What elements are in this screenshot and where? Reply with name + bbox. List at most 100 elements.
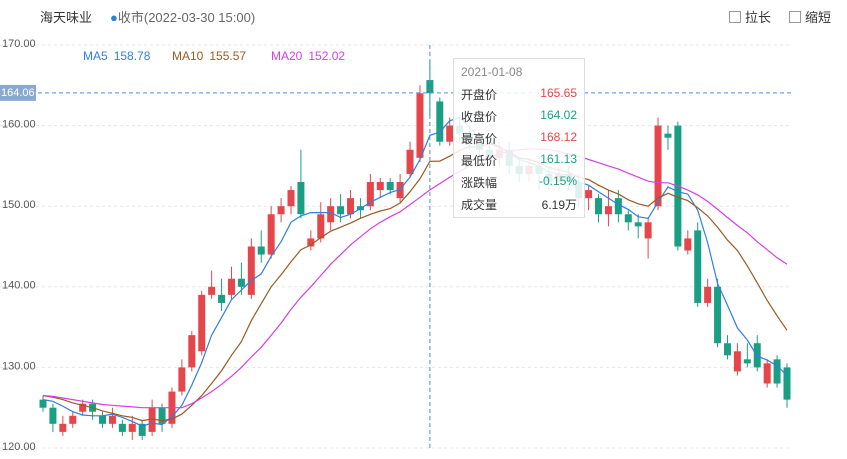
tooltip-value: 164.02 bbox=[540, 108, 577, 122]
candle-body bbox=[198, 294, 206, 352]
plus-icon bbox=[729, 11, 741, 23]
candle-body bbox=[247, 246, 255, 295]
candle-body bbox=[99, 415, 107, 424]
tooltip-value: -0.15% bbox=[538, 174, 577, 188]
candle-body bbox=[317, 214, 325, 239]
candle-body bbox=[704, 286, 712, 303]
tooltip: 2021-01-08 开盘价 165.65 收盘价 164.02 最高价 168.12… bbox=[453, 58, 585, 218]
candle-body bbox=[39, 399, 47, 408]
candle-body bbox=[644, 222, 652, 239]
candle-body bbox=[634, 222, 642, 227]
candle-body bbox=[614, 198, 622, 215]
tooltip-row: 最高价 168.12 bbox=[461, 130, 577, 148]
candle-body bbox=[79, 403, 87, 412]
candle-body bbox=[436, 101, 444, 142]
candle-body bbox=[257, 246, 265, 255]
candle-body bbox=[218, 294, 226, 303]
candle-body bbox=[208, 286, 216, 295]
tooltip-label: 成交量 bbox=[461, 198, 498, 212]
tooltip-row: 开盘价 165.65 bbox=[461, 86, 577, 104]
tooltip-row: 收盘价 164.02 bbox=[461, 108, 577, 126]
y-tick-label: 130.00 bbox=[2, 360, 36, 372]
candle-body bbox=[118, 423, 126, 432]
tooltip-value: 161.13 bbox=[540, 152, 577, 166]
ma-line bbox=[42, 148, 788, 409]
candle-body bbox=[227, 278, 235, 295]
candle-body bbox=[446, 125, 454, 142]
candle-body bbox=[237, 278, 245, 287]
candle-body bbox=[723, 343, 731, 356]
candle-body bbox=[366, 182, 374, 207]
candle-body bbox=[297, 182, 305, 215]
candle-body bbox=[426, 80, 434, 94]
candle-body bbox=[763, 363, 771, 384]
candle-body bbox=[307, 238, 315, 247]
tooltip-row: 涨跌幅 -0.15% bbox=[461, 174, 577, 192]
y-tick-label: 160.00 bbox=[2, 119, 36, 131]
legend-value: 155.57 bbox=[209, 49, 246, 63]
y-tick-label: 150.00 bbox=[2, 199, 36, 211]
candle-body bbox=[277, 206, 285, 215]
stock-name: 海天味业 bbox=[40, 10, 93, 25]
y-tick-label: 170.00 bbox=[2, 38, 36, 50]
legend-label: MA5 bbox=[83, 49, 108, 63]
candle-body bbox=[188, 335, 196, 368]
candle-body bbox=[376, 182, 384, 191]
candle-body bbox=[416, 93, 424, 158]
tooltip-label: 开盘价 bbox=[461, 88, 498, 102]
status-text: 收市(2022-03-30 15:00) bbox=[117, 10, 256, 25]
candle-body bbox=[406, 149, 414, 174]
stretch-label: 拉长 bbox=[745, 10, 772, 25]
candle-body bbox=[585, 190, 593, 199]
tooltip-label: 收盘价 bbox=[461, 110, 498, 124]
status-dot: ● bbox=[110, 10, 118, 25]
tooltip-row: 成交量 6.19万 bbox=[461, 196, 577, 214]
candle-body bbox=[158, 407, 166, 424]
candle-body bbox=[138, 423, 146, 436]
candle-body bbox=[337, 206, 345, 215]
candle-body bbox=[108, 415, 116, 424]
candle-body bbox=[386, 182, 394, 191]
candle-body bbox=[624, 214, 632, 223]
candles bbox=[39, 60, 791, 440]
candle-body bbox=[327, 206, 335, 223]
candle-body bbox=[287, 190, 295, 207]
crosshair-label-box bbox=[0, 84, 36, 101]
y-tick-label: 140.00 bbox=[2, 280, 36, 292]
candle-body bbox=[733, 351, 741, 372]
ma-line bbox=[42, 142, 788, 422]
shrink-label: 缩短 bbox=[805, 10, 832, 25]
candle-body bbox=[595, 198, 603, 215]
legend-value: 152.02 bbox=[308, 49, 345, 63]
candle-body bbox=[714, 286, 722, 344]
tooltip-value: 165.65 bbox=[540, 86, 577, 100]
candle-body bbox=[743, 359, 751, 364]
tooltip-label: 最低价 bbox=[461, 154, 498, 168]
stretch-button[interactable]: 拉长 bbox=[729, 7, 771, 26]
candle-body bbox=[178, 367, 186, 392]
candle-body bbox=[694, 230, 702, 303]
shrink-button[interactable]: 缩短 bbox=[789, 7, 831, 26]
y-tick-label: 120.00 bbox=[2, 441, 36, 453]
candle-body bbox=[604, 206, 612, 215]
legend-value: 158.78 bbox=[114, 49, 151, 63]
candle-body bbox=[783, 367, 791, 400]
candle-body bbox=[267, 214, 275, 255]
status: ●收市(2022-03-30 15:00) bbox=[110, 7, 255, 26]
legend-label: MA20 bbox=[271, 49, 303, 63]
candle-body bbox=[654, 125, 662, 207]
tooltip-value: 6.19万 bbox=[541, 198, 577, 212]
minus-icon bbox=[789, 11, 801, 23]
candle-body bbox=[69, 415, 77, 424]
legend-label: MA10 bbox=[172, 49, 204, 63]
candle-body bbox=[148, 407, 156, 432]
tooltip-label: 涨跌幅 bbox=[461, 176, 498, 190]
candle-body bbox=[59, 423, 67, 432]
candle-body bbox=[347, 198, 355, 215]
candle-body bbox=[773, 359, 781, 384]
tooltip-value: 168.12 bbox=[540, 130, 577, 144]
tooltip-date: 2021-01-08 bbox=[461, 65, 523, 79]
candle-body bbox=[684, 238, 692, 251]
